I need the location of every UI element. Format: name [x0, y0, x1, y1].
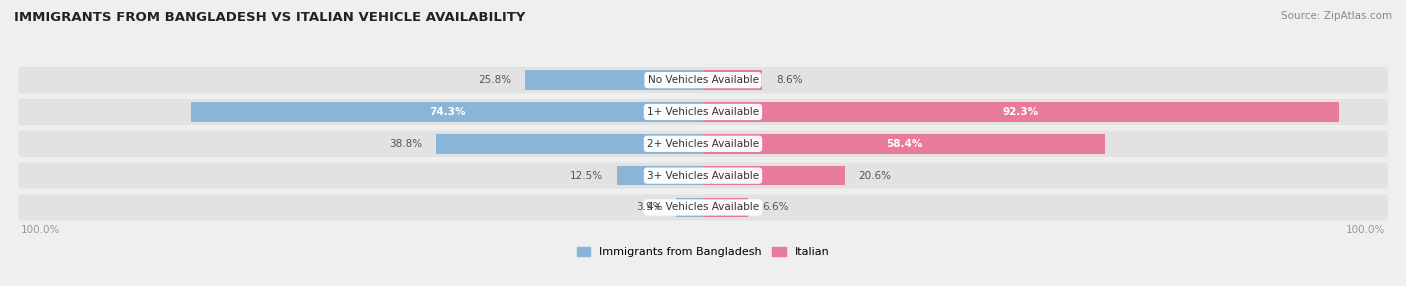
FancyBboxPatch shape [18, 194, 1388, 221]
Text: 58.4%: 58.4% [886, 139, 922, 149]
Text: IMMIGRANTS FROM BANGLADESH VS ITALIAN VEHICLE AVAILABILITY: IMMIGRANTS FROM BANGLADESH VS ITALIAN VE… [14, 11, 526, 24]
Bar [703, 134, 1105, 154]
FancyBboxPatch shape [18, 162, 1388, 189]
Bar [191, 102, 703, 122]
Bar [526, 70, 703, 90]
Text: No Vehicles Available: No Vehicles Available [648, 75, 758, 85]
Text: 6.6%: 6.6% [762, 202, 789, 212]
FancyBboxPatch shape [18, 67, 1388, 93]
Text: 74.3%: 74.3% [429, 107, 465, 117]
Bar [703, 70, 762, 90]
FancyBboxPatch shape [18, 99, 1388, 125]
Text: 100.0%: 100.0% [21, 225, 60, 235]
Bar [676, 198, 703, 217]
Text: 20.6%: 20.6% [859, 171, 891, 181]
Bar [703, 102, 1339, 122]
Text: 3.9%: 3.9% [636, 202, 662, 212]
Text: 38.8%: 38.8% [389, 139, 422, 149]
Bar [703, 198, 748, 217]
Text: Source: ZipAtlas.com: Source: ZipAtlas.com [1281, 11, 1392, 21]
FancyBboxPatch shape [18, 131, 1388, 157]
Text: 92.3%: 92.3% [1002, 107, 1039, 117]
Bar [617, 166, 703, 186]
Text: 2+ Vehicles Available: 2+ Vehicles Available [647, 139, 759, 149]
Text: 1+ Vehicles Available: 1+ Vehicles Available [647, 107, 759, 117]
Text: 12.5%: 12.5% [569, 171, 603, 181]
Bar [436, 134, 703, 154]
Text: 3+ Vehicles Available: 3+ Vehicles Available [647, 171, 759, 181]
Text: 100.0%: 100.0% [1346, 225, 1385, 235]
Legend: Immigrants from Bangladesh, Italian: Immigrants from Bangladesh, Italian [572, 243, 834, 262]
Text: 25.8%: 25.8% [478, 75, 512, 85]
Text: 4+ Vehicles Available: 4+ Vehicles Available [647, 202, 759, 212]
Text: 8.6%: 8.6% [776, 75, 803, 85]
Bar [703, 166, 845, 186]
